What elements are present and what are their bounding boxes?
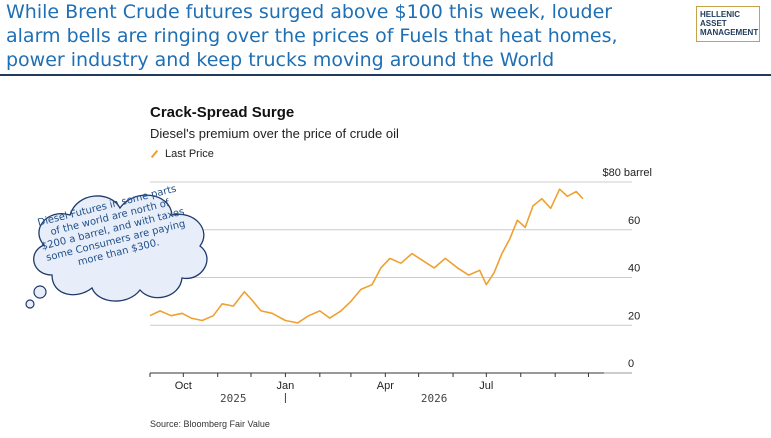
y-tick-label: 60	[628, 215, 640, 227]
callout-cloud	[25, 194, 208, 309]
chart-legend: Last Price	[150, 148, 214, 160]
company-logo: HELLENIC ASSET MANAGEMENT	[696, 6, 766, 42]
y-tick-label: 40	[628, 263, 640, 275]
x-tick-label: Oct	[175, 380, 192, 392]
headline: While Brent Crude futures surged above $…	[6, 1, 618, 71]
y-tick-label: 0	[628, 358, 634, 370]
x-tick-label: Jul	[479, 380, 493, 392]
legend-label: Last Price	[165, 148, 214, 160]
y-tick-label: 20	[628, 310, 640, 322]
chart-subtitle: Diesel's premium over the price of crude…	[150, 126, 399, 141]
chart-source: Source: Bloomberg Fair Value	[150, 419, 270, 429]
header-rule	[0, 74, 771, 76]
logo-line-1: HELLENIC	[700, 10, 740, 19]
logo-line-3: MANAGEMENT	[700, 28, 759, 37]
x-year-label: 2026	[421, 392, 448, 405]
x-year-label: 2025	[220, 392, 247, 405]
x-tick-label: Jan	[277, 380, 295, 392]
logo-line-2: ASSET	[700, 19, 727, 28]
chart-title: Crack-Spread Surge	[150, 104, 295, 121]
x-tick-label: Apr	[377, 380, 394, 392]
series-line-last-price	[149, 188, 584, 324]
logo-frame	[696, 6, 760, 42]
y-tick-label: $80 barrel	[602, 167, 652, 179]
